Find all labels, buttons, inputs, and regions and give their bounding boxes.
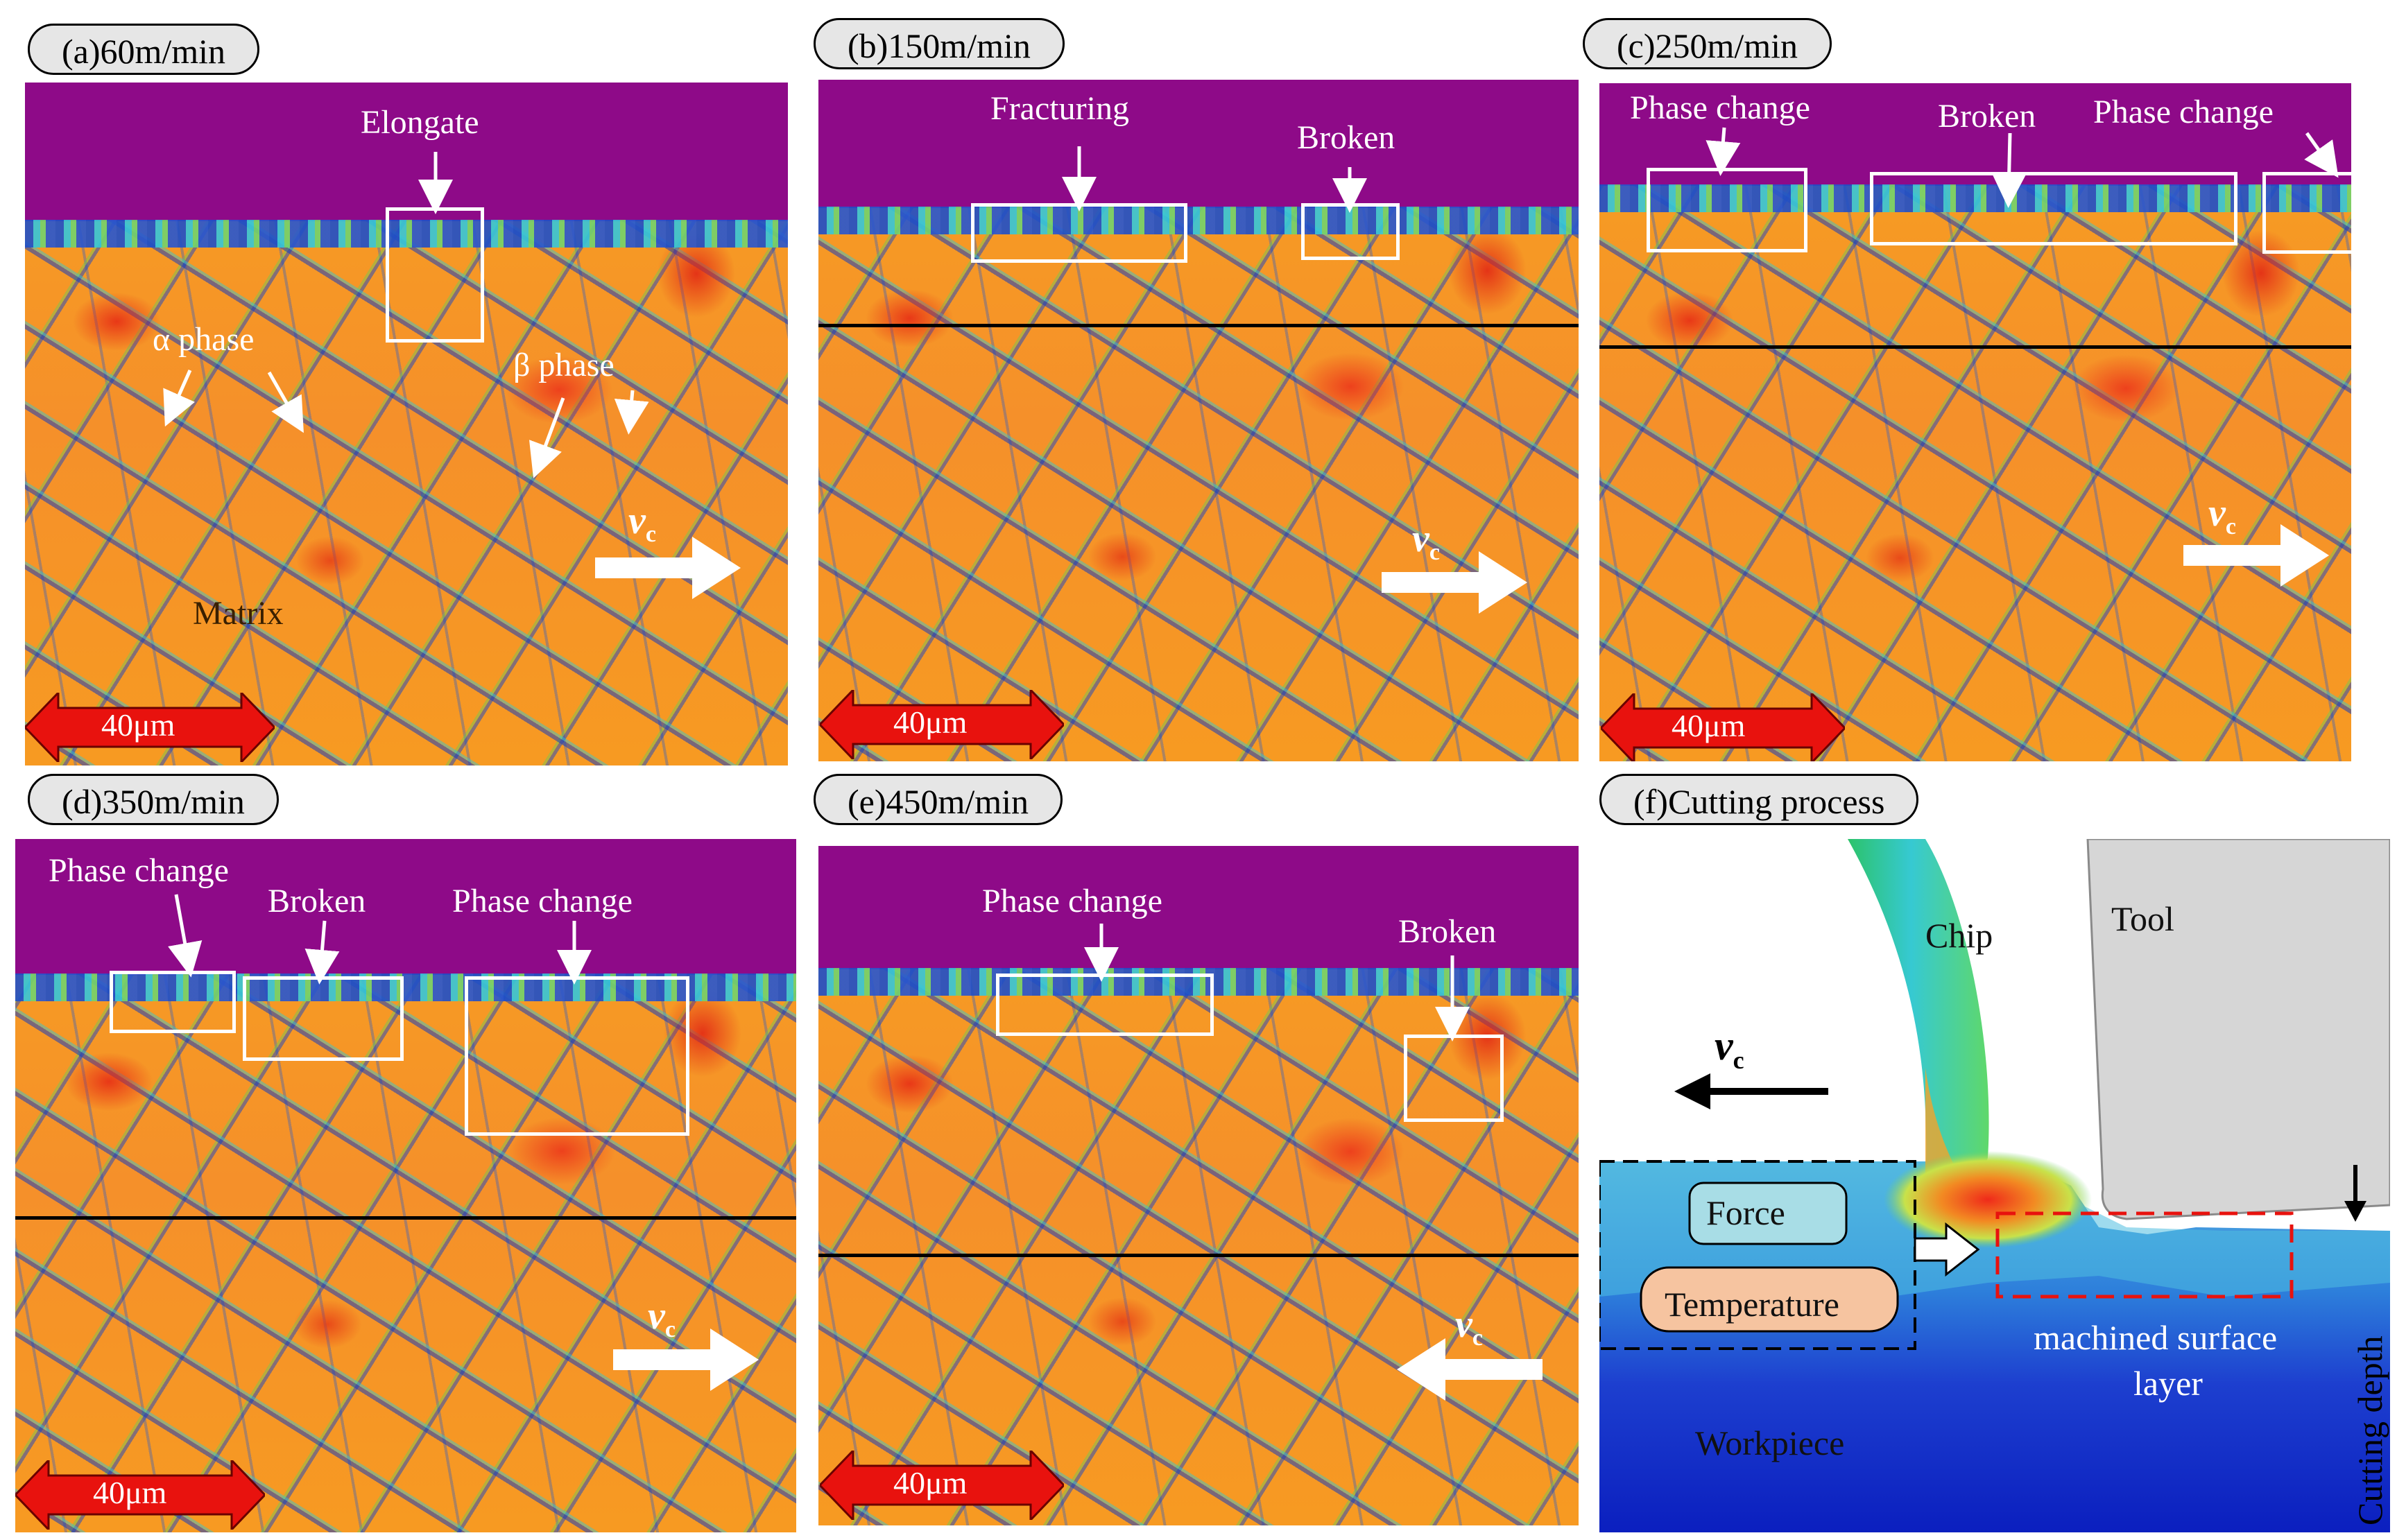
panel-a-tool-region xyxy=(25,83,788,221)
machined-surface-label-line1: machined surface xyxy=(2034,1318,2278,1357)
panel-d-depth-line xyxy=(15,1216,796,1220)
panel-c-phase-change-left-label: Phase change xyxy=(1630,89,1810,126)
workpiece-label: Workpiece xyxy=(1695,1424,1845,1462)
panel-c-velocity-label: vc xyxy=(2208,492,2236,540)
panel-b-tool-region xyxy=(818,80,1579,208)
machined-surface-zone-box xyxy=(1995,1211,2294,1299)
panel-d-phase-change-right-label: Phase change xyxy=(452,883,633,919)
panel-d-velocity-arrow-icon xyxy=(613,1329,759,1391)
cutting-process-diagram xyxy=(1599,839,2390,1532)
panel-a-matrix-label: Matrix xyxy=(193,595,284,632)
panel-b-broken-label: Broken xyxy=(1297,119,1395,156)
panel-c-broken-box xyxy=(1870,172,2237,245)
panel-d-scale-bar-icon xyxy=(15,1460,265,1530)
panel-a-label: (a)60m/min xyxy=(28,24,260,75)
force-box xyxy=(1688,1182,1848,1245)
panel-b-velocity-arrow-icon xyxy=(1382,551,1527,614)
panel-a-micrograph: Elongate α phase β phase Matrix vc 40μm xyxy=(25,83,788,765)
panel-b-micrograph: Fracturing Broken vc 40μm xyxy=(818,80,1579,761)
panel-e-depth-line xyxy=(818,1254,1579,1257)
panel-d-broken-label: Broken xyxy=(268,883,366,919)
panel-c-annotation-arrows xyxy=(1706,127,2339,208)
panel-d-annotation-arrows xyxy=(168,894,592,985)
cutting-depth-arrow-icon xyxy=(2344,1201,2366,1222)
panel-b-scale-bar-icon xyxy=(820,690,1064,759)
panel-b-edge-band xyxy=(818,207,1579,234)
panel-b-scale-label: 40μm xyxy=(893,704,968,740)
panel-e-tool-region xyxy=(818,846,1579,969)
panel-a-scale-label: 40μm xyxy=(101,707,175,743)
panel-f-label: (f)Cutting process xyxy=(1599,774,1919,825)
panel-e-scale-bar-icon xyxy=(820,1451,1064,1520)
panel-e-annotation-arrows xyxy=(1084,924,1470,1041)
panel-a-beta-label: β phase xyxy=(513,347,615,383)
panel-a-scale-bar-icon xyxy=(25,693,275,762)
panel-e-velocity-arrow-icon xyxy=(1397,1338,1543,1401)
panel-d-phase-change-left-label: Phase change xyxy=(49,852,229,889)
flow-arrow-icon xyxy=(1914,1222,1980,1277)
temperature-label: Temperature xyxy=(1665,1285,1839,1324)
panel-b-fracturing-label: Fracturing xyxy=(990,90,1129,127)
panel-c-scale-bar-icon xyxy=(1601,693,1845,761)
chip-body xyxy=(1848,839,1989,1200)
panel-c-edge-band xyxy=(1599,184,2351,212)
panel-a-edge-band xyxy=(25,220,788,248)
panel-a-velocity-arrow-icon xyxy=(595,537,741,599)
force-label: Force xyxy=(1706,1193,1785,1232)
panel-b-depth-line xyxy=(818,324,1579,327)
temperature-box xyxy=(1640,1266,1899,1333)
panel-c-label: (c)250m/min xyxy=(1583,18,1832,69)
panel-d-velocity-label: vc xyxy=(648,1295,676,1343)
cutting-depth-label: Cutting depth xyxy=(2351,1335,2389,1525)
panel-d-micrograph: Phase change Broken Phase change vc 40μm xyxy=(15,839,796,1532)
panel-b-annotation-arrows xyxy=(1062,146,1367,213)
heat-zone xyxy=(1884,1151,2092,1248)
panel-a-elongate-label: Elongate xyxy=(361,104,479,141)
panel-c-scale-label: 40μm xyxy=(1672,708,1746,743)
panel-b-label: (b)150m/min xyxy=(814,18,1065,69)
panel-c-velocity-arrow-icon xyxy=(2183,524,2329,587)
panel-b-velocity-label: vc xyxy=(1412,517,1440,566)
tool-label: Tool xyxy=(2111,899,2174,938)
panel-d-scale-label: 40μm xyxy=(93,1475,167,1510)
machined-surface-label-line2: layer xyxy=(2133,1364,2203,1403)
panel-e-phase-change-label: Phase change xyxy=(982,883,1162,919)
panel-c-micrograph: Phase change Broken Phase change vc 40μm xyxy=(1599,83,2351,761)
panel-e-micrograph: Phase change Broken vc 40μm xyxy=(818,846,1579,1525)
tool-body xyxy=(2086,839,2390,1220)
panel-e-broken-label: Broken xyxy=(1398,913,1497,950)
chip-label: Chip xyxy=(1925,916,1993,955)
panel-e-scale-label: 40μm xyxy=(893,1465,968,1500)
panel-d-tool-region xyxy=(15,839,796,975)
velocity-arrow-head-icon xyxy=(1674,1073,1710,1109)
panel-e-velocity-label: vc xyxy=(1455,1303,1483,1351)
panel-a-annotation-arrows xyxy=(163,152,649,478)
panel-e-label: (e)450m/min xyxy=(814,774,1063,825)
panel-c-phase-change-right-label: Phase change xyxy=(2093,94,2274,130)
panel-c-broken-label: Broken xyxy=(1938,98,2036,135)
panel-f-velocity-label: vc xyxy=(1715,1023,1744,1074)
panel-c-depth-line xyxy=(1599,345,2351,349)
panel-a-velocity-label: vc xyxy=(628,499,656,548)
panel-d-label: (d)350m/min xyxy=(28,774,279,825)
panel-a-alpha-label: α phase xyxy=(153,321,255,358)
